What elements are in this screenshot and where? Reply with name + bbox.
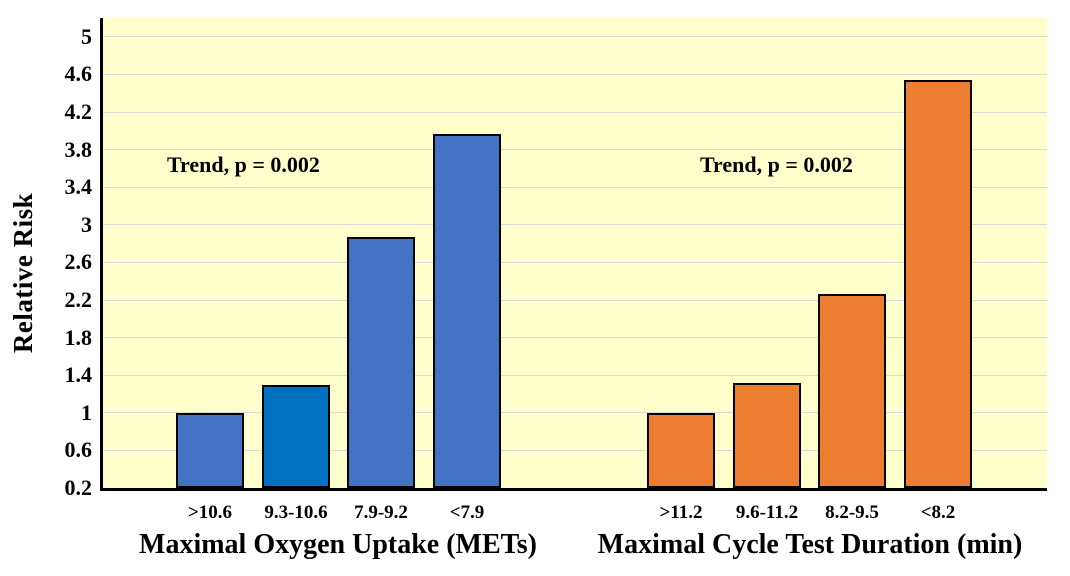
bar xyxy=(347,237,415,488)
y-tick-label: 0.6 xyxy=(64,437,93,463)
bar xyxy=(433,133,501,488)
gridline xyxy=(103,261,1047,263)
x-axis-title-left: Maximal Oxygen Uptake (METs) xyxy=(139,529,537,560)
category-label: >10.6 xyxy=(187,502,233,523)
y-axis-line xyxy=(100,18,103,491)
bar xyxy=(176,412,244,488)
gridline xyxy=(103,337,1047,339)
y-tick-label: 3 xyxy=(81,211,92,237)
y-tick-label: 0.2 xyxy=(64,475,93,500)
y-tick-label: 3.8 xyxy=(64,136,93,162)
gridline xyxy=(103,73,1047,75)
y-tick-label: 5 xyxy=(81,23,92,49)
trend-annotation-right: Trend, p = 0.002 xyxy=(700,152,853,177)
gridline xyxy=(103,374,1047,376)
y-tick-label: 4.2 xyxy=(64,99,93,124)
category-label: >11.2 xyxy=(659,502,703,523)
trend-annotation-left: Trend, p = 0.002 xyxy=(167,152,320,177)
y-tick-label: 1.8 xyxy=(64,324,93,350)
y-tick-label: 4.6 xyxy=(64,61,93,87)
category-label: 9.3-10.6 xyxy=(264,502,328,523)
gridline xyxy=(103,186,1047,188)
gridline xyxy=(103,299,1047,301)
gridline xyxy=(103,149,1047,151)
gridline xyxy=(103,224,1047,226)
gridline xyxy=(103,449,1047,451)
category-label: <8.2 xyxy=(920,502,956,523)
y-tick-label: 2.6 xyxy=(64,249,93,275)
y-tick-label: 1.4 xyxy=(64,362,93,388)
bar xyxy=(262,384,330,488)
gridline xyxy=(103,36,1047,38)
plot-area xyxy=(103,18,1047,488)
category-label: <7.9 xyxy=(449,502,485,523)
bar xyxy=(647,412,715,488)
category-label: 8.2-9.5 xyxy=(825,502,879,523)
y-tick-label: 3.4 xyxy=(64,174,93,200)
y-tick-label: 2.2 xyxy=(64,287,93,312)
y-tick-label: 1 xyxy=(81,399,92,425)
category-label: 9.6-11.2 xyxy=(735,502,799,523)
gridline xyxy=(103,412,1047,414)
x-axis-line xyxy=(100,488,1047,491)
bar xyxy=(818,294,886,488)
bar xyxy=(904,80,972,488)
x-axis-title-right: Maximal Cycle Test Duration (min) xyxy=(597,529,1023,560)
gridline xyxy=(103,111,1047,113)
category-label: 7.9-9.2 xyxy=(354,502,408,523)
bar xyxy=(733,382,801,488)
